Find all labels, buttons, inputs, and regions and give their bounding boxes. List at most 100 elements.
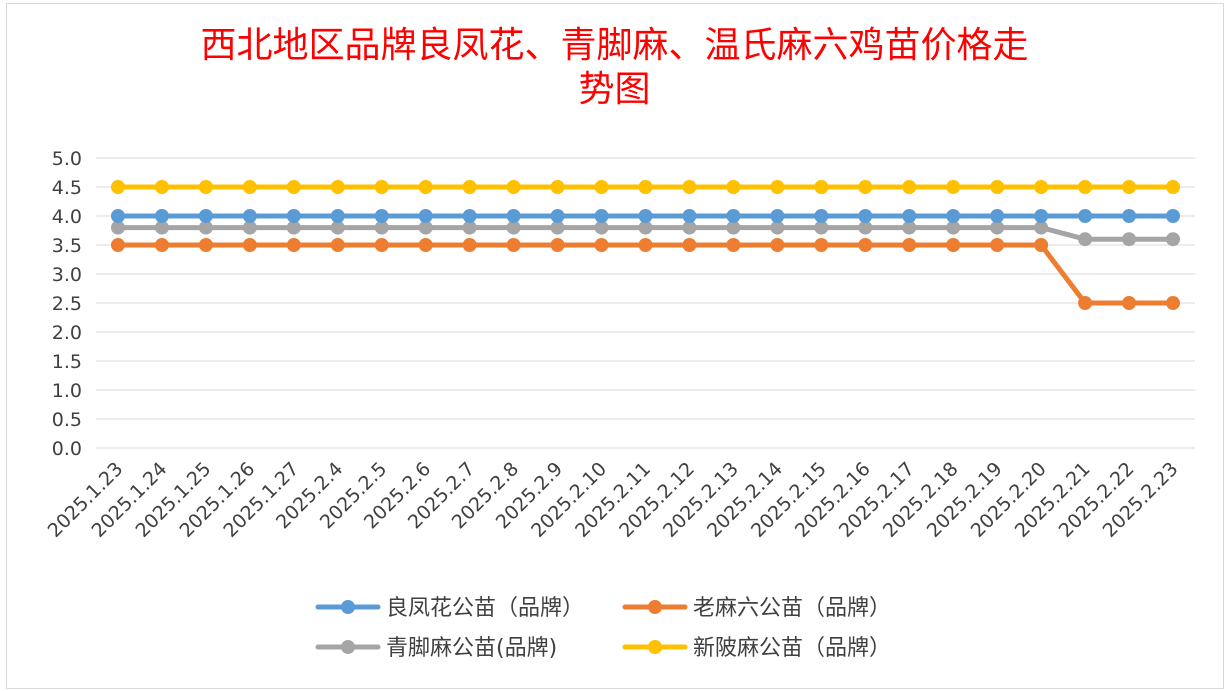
data-point <box>154 238 169 252</box>
data-point <box>374 220 389 235</box>
y-tick-label: 0.5 <box>52 409 82 431</box>
data-point <box>638 238 653 252</box>
data-point <box>770 220 785 235</box>
y-tick-label: 3.0 <box>52 264 82 286</box>
data-point <box>506 180 521 194</box>
data-point <box>946 238 961 252</box>
y-tick-label: 0.0 <box>52 438 82 460</box>
data-point <box>1078 180 1093 194</box>
data-point <box>330 180 345 194</box>
data-point <box>770 180 785 194</box>
data-point <box>858 238 873 252</box>
y-tick-label: 4.0 <box>52 206 82 228</box>
series-group <box>110 180 1181 310</box>
data-point <box>1122 180 1137 194</box>
data-point <box>110 209 125 223</box>
data-point <box>418 209 433 223</box>
legend-item: 良凤花公苗（品牌） <box>315 596 584 621</box>
data-point <box>1166 209 1181 223</box>
data-point <box>726 220 741 235</box>
data-point <box>814 220 829 235</box>
data-point <box>550 238 565 252</box>
data-point <box>330 209 345 223</box>
data-point <box>110 238 125 252</box>
data-point <box>946 209 961 223</box>
data-point <box>990 180 1005 194</box>
legend-label: 老麻六公苗（品牌） <box>693 596 891 621</box>
data-point <box>198 180 213 194</box>
data-point <box>154 180 169 194</box>
data-point <box>726 180 741 194</box>
data-point <box>1166 296 1181 310</box>
data-point <box>286 209 301 223</box>
data-point <box>418 180 433 194</box>
data-point <box>1034 238 1049 252</box>
y-tick-label: 1.0 <box>52 380 82 402</box>
data-point <box>990 220 1005 235</box>
data-point <box>990 209 1005 223</box>
y-axis-tick-labels: 0.0 0.5 1.0 1.5 2.0 2.5 3.0 3.5 4.0 4.5 5.0 <box>52 148 82 460</box>
data-point <box>858 209 873 223</box>
data-point <box>814 238 829 252</box>
data-point <box>858 180 873 194</box>
legend-swatch-marker <box>341 600 355 614</box>
data-point <box>1034 220 1049 235</box>
data-point <box>594 180 609 194</box>
data-point <box>462 220 477 235</box>
chart-area <box>6 3 1224 689</box>
x-axis-tick-labels: 2025.1.232025.1.242025.1.252025.1.262025… <box>44 458 1183 542</box>
data-point <box>1122 209 1137 223</box>
legend-swatch-marker <box>648 600 662 614</box>
data-point <box>902 180 917 194</box>
data-point <box>242 209 257 223</box>
data-point <box>110 220 125 235</box>
data-point <box>550 180 565 194</box>
legend-swatch-marker <box>648 640 662 654</box>
legend-item: 新陂麻公苗（品牌） <box>622 636 891 661</box>
data-point <box>902 220 917 235</box>
legend-item: 老麻六公苗（品牌） <box>622 596 891 621</box>
data-point <box>638 220 653 235</box>
data-point <box>1034 209 1049 223</box>
data-point <box>594 209 609 223</box>
data-point <box>638 209 653 223</box>
data-point <box>330 238 345 252</box>
y-tick-label: 5.0 <box>52 148 82 170</box>
legend-label: 新陂麻公苗（品牌） <box>693 636 891 661</box>
data-point <box>286 220 301 235</box>
data-point <box>462 238 477 252</box>
legend-label: 良凤花公苗（品牌） <box>386 596 584 621</box>
y-tick-label: 2.5 <box>52 293 82 315</box>
data-point <box>418 220 433 235</box>
y-tick-label: 1.5 <box>52 351 82 373</box>
data-point <box>682 180 697 194</box>
data-point <box>550 220 565 235</box>
data-point <box>198 238 213 252</box>
data-point <box>374 238 389 252</box>
gridlines <box>96 157 1195 449</box>
y-tick-label: 3.5 <box>52 235 82 257</box>
data-point <box>946 180 961 194</box>
data-point <box>242 220 257 235</box>
data-point <box>374 180 389 194</box>
data-point <box>594 238 609 252</box>
data-point <box>506 220 521 235</box>
data-point <box>682 209 697 223</box>
data-point <box>770 238 785 252</box>
data-point <box>198 209 213 223</box>
data-point <box>682 238 697 252</box>
data-point <box>726 209 741 223</box>
data-point <box>1078 209 1093 223</box>
data-point <box>1078 232 1093 247</box>
data-point <box>242 180 257 194</box>
data-point <box>418 238 433 252</box>
data-point <box>638 180 653 194</box>
data-point <box>594 220 609 235</box>
data-point <box>858 220 873 235</box>
data-point <box>506 209 521 223</box>
data-point <box>682 220 697 235</box>
data-point <box>814 180 829 194</box>
y-tick-label: 2.0 <box>52 322 82 344</box>
data-point <box>902 238 917 252</box>
